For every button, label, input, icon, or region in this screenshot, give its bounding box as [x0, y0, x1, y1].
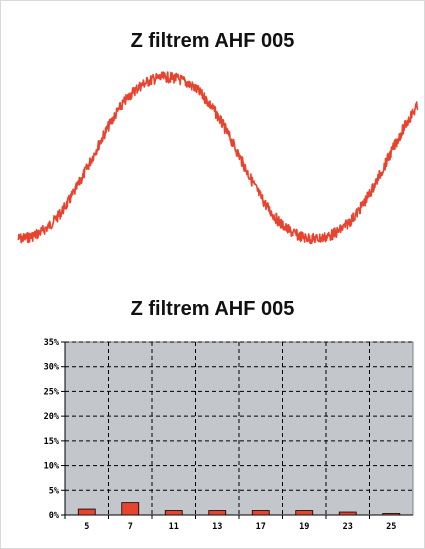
bar-harmonic-5 [77, 508, 96, 516]
bar-harmonic-25 [382, 513, 401, 516]
x-tick-label: 17 [256, 522, 266, 532]
bar-harmonic-7 [121, 502, 140, 516]
harmonics-chart-title: Z filtrem AHF 005 [130, 298, 295, 320]
waveform-chart-title: Z filtrem AHF 005 [130, 30, 295, 52]
bar-harmonic-17 [251, 510, 270, 516]
bar-harmonic-13 [208, 510, 227, 516]
x-tick-label: 7 [128, 522, 133, 532]
y-tick-label: 35% [44, 338, 60, 348]
bar-harmonic-19 [295, 510, 314, 516]
waveform-chart [17, 71, 419, 245]
y-tick-label: 0% [49, 511, 60, 521]
y-tick-label: 15% [44, 437, 60, 447]
bar-harmonic-23 [338, 511, 357, 516]
y-tick-label: 10% [44, 462, 60, 472]
x-tick-label: 5 [84, 522, 89, 532]
waveform-series-line [17, 71, 419, 245]
y-tick-label: 20% [44, 412, 60, 422]
x-tick-label: 13 [212, 522, 222, 532]
y-tick-label: 5% [49, 486, 60, 496]
y-tick-label: 30% [44, 363, 60, 373]
x-tick-label: 19 [299, 522, 309, 532]
x-tick-label: 25 [386, 522, 396, 532]
x-tick-label: 23 [343, 522, 353, 532]
y-tick-label: 25% [44, 387, 60, 397]
bar-harmonic-11 [164, 510, 183, 516]
x-tick-label: 11 [169, 522, 179, 532]
